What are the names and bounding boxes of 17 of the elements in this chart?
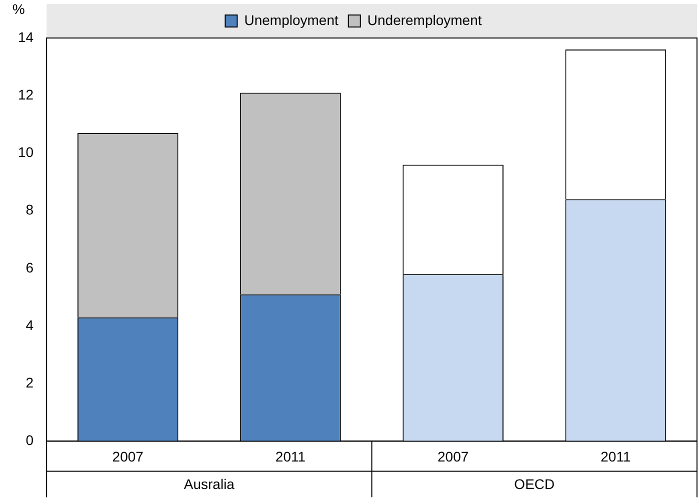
y-tick-label: 6 [26, 259, 34, 276]
x-tick-label: 2007 [438, 448, 469, 464]
legend-label: Unemployment [244, 12, 338, 28]
y-tick-label: 10 [18, 144, 34, 160]
y-tick-label: 4 [26, 316, 34, 333]
y-tick-label: 8 [26, 202, 34, 218]
y-tick-label: 14 [18, 28, 34, 45]
text: OECD [514, 476, 555, 492]
legend-label: Underemployment [367, 12, 482, 28]
text: Ausralia [184, 476, 235, 492]
x-tick-label: 2011 [600, 448, 631, 464]
x-tick-label: 2011 [275, 448, 306, 464]
y-tick-label: 2 [26, 374, 34, 390]
y-tick-label: 0 [26, 432, 34, 448]
y-tick-label: 12 [18, 86, 34, 102]
x-tick-label: 2007 [112, 448, 144, 464]
y-axis-title: % [12, 0, 25, 17]
